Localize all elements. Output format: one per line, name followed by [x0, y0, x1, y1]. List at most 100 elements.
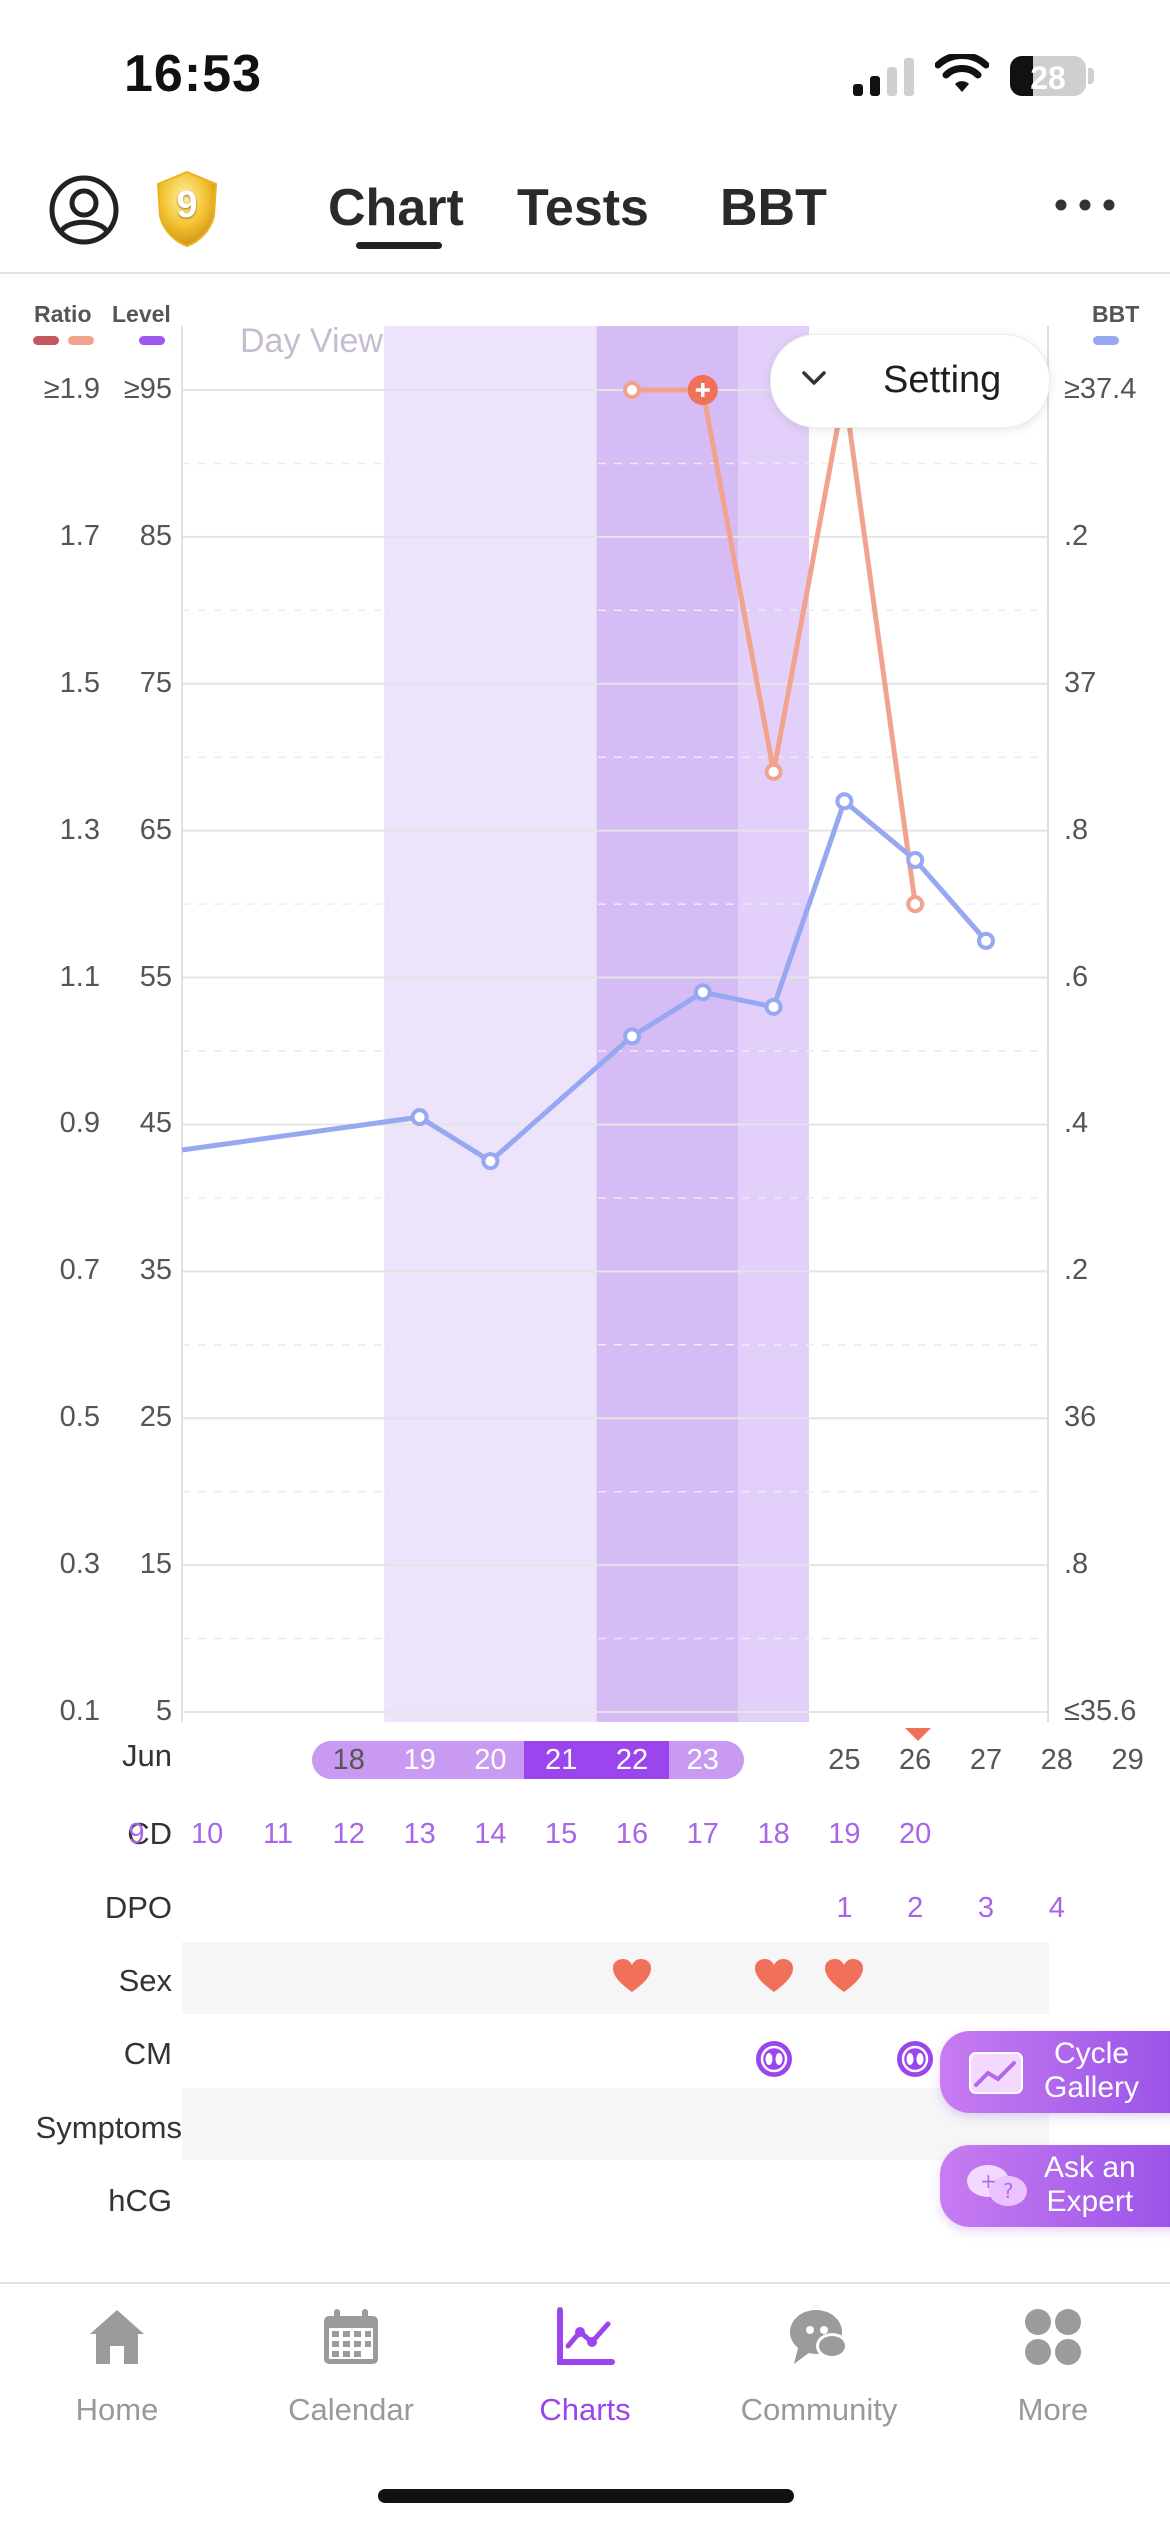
badge-shield-icon	[156, 170, 218, 248]
tab-tests[interactable]: Tests	[517, 179, 649, 237]
level-legend-swatch	[139, 336, 165, 345]
cycle-day-label: 9	[128, 1818, 145, 1850]
ask-expert-label: Ask an Expert	[1044, 2151, 1136, 2218]
home-indicator	[378, 2489, 794, 2503]
level-tick-label: 65	[139, 813, 172, 846]
wifi-icon	[935, 54, 989, 92]
active-tab-indicator	[356, 242, 442, 249]
bbt-data-point[interactable]	[764, 997, 783, 1016]
cycle-day-label: 15	[545, 1818, 578, 1850]
bbt-tick-label: .8	[1064, 813, 1089, 846]
date-label: 27	[969, 1744, 1003, 1776]
dpo-label: 4	[1048, 1892, 1065, 1924]
ratio-tick-label: 0.1	[59, 1695, 100, 1727]
ask-expert-chat-icon: + ?	[967, 2165, 1027, 2206]
level-tick-label: 85	[139, 519, 172, 552]
fertile-date-strip	[312, 1741, 744, 1779]
date-label: 19	[403, 1744, 436, 1776]
ask-expert-button[interactable]: + ? Ask an Expert	[940, 2145, 1170, 2227]
level-tick-label: 35	[139, 1254, 172, 1287]
bbt-tick-label: 36	[1064, 1401, 1097, 1434]
chart-plot[interactable]	[0, 0, 1170, 1760]
bbt-tick-label: .2	[1064, 1254, 1089, 1287]
egg-white-icon[interactable]	[896, 2040, 934, 2078]
bbt-tick-label: .8	[1064, 1548, 1089, 1581]
nav-more-label: More	[1017, 2392, 1089, 2427]
cd-row-label: CD	[127, 1816, 172, 1851]
date-label: 25	[828, 1744, 861, 1776]
level-badge[interactable]: 9	[152, 170, 222, 248]
ratio-tick-label: 0.9	[59, 1107, 100, 1140]
battery-tip	[1088, 68, 1094, 84]
bbt-legend-label: BBT	[1092, 301, 1140, 327]
ratio-data-point[interactable]	[764, 762, 783, 781]
dpo-label: 3	[977, 1892, 995, 1924]
community-icon	[790, 2310, 848, 2364]
bbt-tick-label: 37	[1064, 666, 1097, 699]
cycle-day-label: 17	[686, 1818, 719, 1850]
ratio-tick-label: 0.3	[59, 1548, 100, 1581]
ratio-data-point[interactable]	[906, 895, 925, 914]
cycle-day-label: 16	[615, 1818, 649, 1850]
level-tick-label: 5	[155, 1695, 172, 1727]
cycle-day-label: 10	[191, 1818, 224, 1850]
ratio-tick-label: 0.7	[59, 1254, 100, 1287]
heart-icon[interactable]	[612, 1958, 652, 1994]
more-grid-icon	[1025, 2309, 1081, 2365]
date-label: 21	[545, 1744, 578, 1776]
bbt-data-point[interactable]	[977, 931, 995, 950]
plus-icon	[695, 383, 710, 397]
ratio-data-point[interactable]	[623, 381, 641, 399]
svg-text:+: +	[980, 2169, 997, 2193]
bbt-data-point[interactable]	[693, 983, 712, 1002]
status-time: 16:53	[124, 45, 262, 103]
ratio-tick-label: 1.1	[59, 960, 100, 993]
tab-chart[interactable]: Chart	[328, 179, 464, 237]
tab-bbt[interactable]: BBT	[720, 179, 827, 237]
bbt-tick-label: .4	[1064, 1107, 1089, 1140]
nav-home-label: Home	[75, 2392, 159, 2427]
level-tick-label: 25	[139, 1401, 172, 1434]
level-legend-label: Level	[112, 301, 171, 327]
peak-window-shade	[596, 326, 739, 1722]
heart-icon[interactable]	[824, 1958, 864, 1994]
date-label: 18	[332, 1744, 365, 1776]
battery-level: 28	[1030, 60, 1066, 96]
dpo-label: 2	[907, 1892, 924, 1924]
bbt-data-point[interactable]	[623, 1027, 641, 1046]
setting-button[interactable]: Setting	[770, 334, 1050, 428]
cycle-day-label: 12	[332, 1818, 365, 1850]
date-label: 20	[474, 1744, 507, 1776]
header-divider	[0, 272, 1170, 274]
svg-text:?: ?	[1003, 2179, 1014, 2203]
ratio-tick-label: 1.3	[59, 813, 100, 846]
cellular-signal-icon	[853, 58, 914, 96]
date-label: 24	[757, 1744, 790, 1776]
cycle-day-label: 20	[899, 1818, 932, 1850]
today-marker-icon	[905, 1728, 931, 1741]
sex-row-background	[182, 1942, 1049, 2014]
date-label: 29	[1111, 1744, 1144, 1776]
cycle-day-label: 14	[474, 1818, 507, 1850]
date-label: 28	[1040, 1744, 1073, 1776]
chart-icon	[557, 2307, 615, 2365]
bbt-series-line	[181, 798, 988, 1164]
bbt-tick-label: .2	[1064, 519, 1089, 552]
ellipsis-icon[interactable]	[1054, 198, 1116, 212]
bbt-data-point[interactable]	[410, 1108, 429, 1127]
cycle-gallery-button[interactable]: Cycle Gallery	[940, 2031, 1170, 2113]
dpo-label: 1	[836, 1892, 853, 1924]
chevron-down-icon	[802, 371, 826, 385]
bbt-data-point[interactable]	[906, 851, 925, 870]
ratio-tick-label: ≥1.9	[43, 373, 100, 405]
egg-white-icon[interactable]	[755, 2040, 793, 2078]
profile-icon[interactable]	[48, 174, 120, 246]
cycle-day-label: 18	[757, 1818, 790, 1850]
bbt-data-point[interactable]	[835, 792, 854, 811]
heart-icon[interactable]	[754, 1958, 794, 1994]
ovulation-day-shade	[738, 326, 809, 1722]
symptoms-row-background	[182, 2088, 1049, 2160]
ratio-legend-label: Ratio	[34, 301, 92, 327]
cm-row-label: CM	[123, 2036, 172, 2071]
bbt-data-point[interactable]	[481, 1152, 500, 1171]
